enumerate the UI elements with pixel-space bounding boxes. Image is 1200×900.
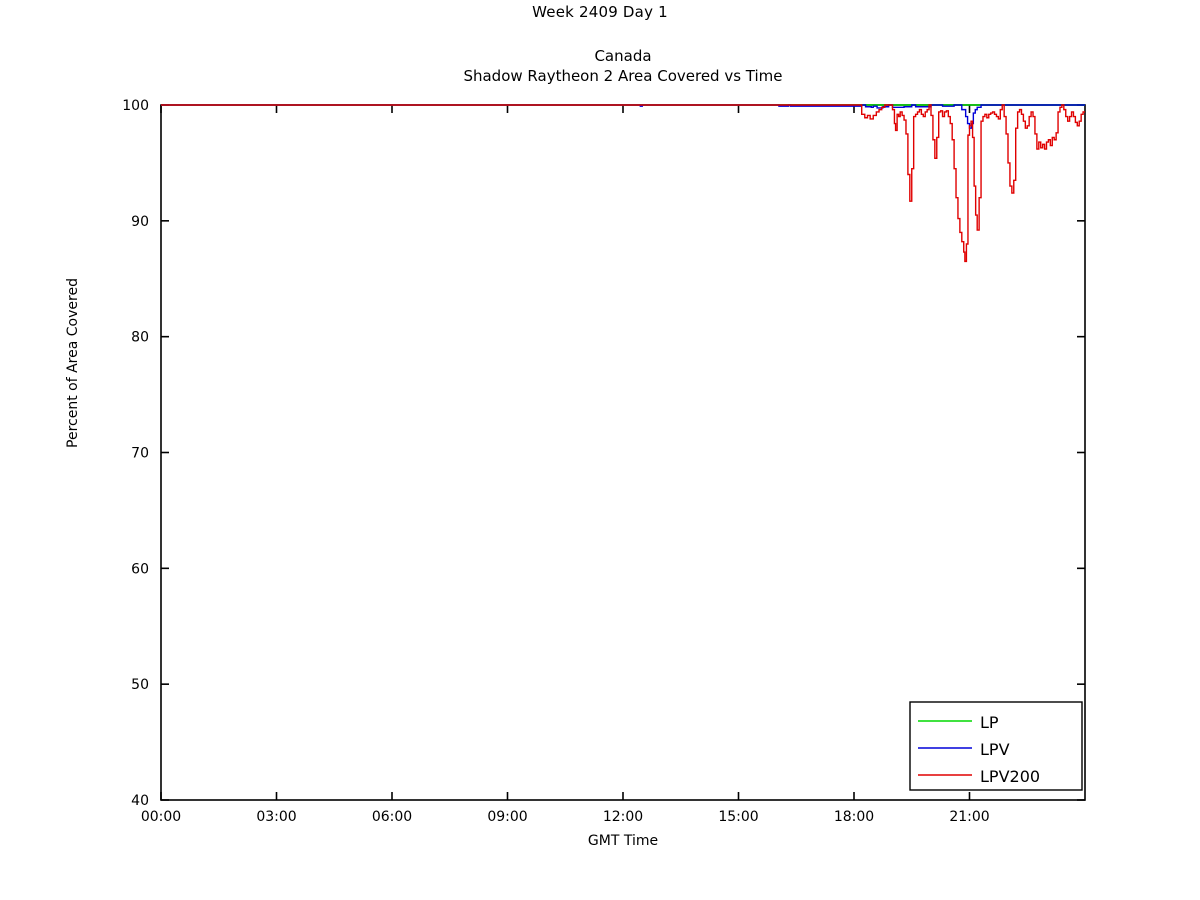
x-tick-label: 00:00 (141, 809, 181, 825)
x-tick-label: 09:00 (487, 809, 527, 825)
axes-title-line-2: Shadow Raytheon 2 Area Covered vs Time (463, 67, 783, 85)
series-line-lpv200 (161, 104, 1085, 263)
x-tick-label: 03:00 (256, 809, 296, 825)
legend-label-lp[interactable]: LP (980, 713, 999, 732)
y-axis-ticks: 40 50 60 70 80 90 100 (122, 98, 1085, 809)
axes-title: Canada Shadow Raytheon 2 Area Covered vs… (161, 46, 1085, 86)
x-tick-label: 15:00 (718, 809, 758, 825)
x-tick-label: 06:00 (372, 809, 412, 825)
y-tick-label: 100 (122, 98, 149, 114)
y-tick-label: 40 (131, 793, 149, 809)
x-axis-ticks: 00:00 03:00 06:00 09:00 12:00 15:00 18:00 21:00 (141, 105, 990, 825)
x-tick-label: 21:00 (949, 809, 989, 825)
legend-label-lpv[interactable]: LPV (980, 740, 1010, 759)
x-tick-label: 18:00 (834, 809, 874, 825)
y-tick-label: 80 (131, 330, 149, 346)
axes-frame (160, 104, 1086, 801)
legend-label-lpv200[interactable]: LPV200 (980, 767, 1040, 786)
y-tick-label: 60 (131, 561, 149, 577)
data-series-layer (161, 104, 1085, 263)
x-axis-label: GMT Time (587, 833, 659, 849)
figure-suptitle: Week 2409 Day 1 (532, 3, 668, 21)
chart-legend[interactable]: LP LPV LPV200 (909, 701, 1083, 791)
x-tick-label: 12:00 (603, 809, 643, 825)
y-tick-label: 70 (131, 446, 149, 462)
axes-title-line-1: Canada (594, 47, 652, 65)
y-tick-label: 90 (131, 214, 149, 230)
y-tick-label: 50 (131, 677, 149, 693)
